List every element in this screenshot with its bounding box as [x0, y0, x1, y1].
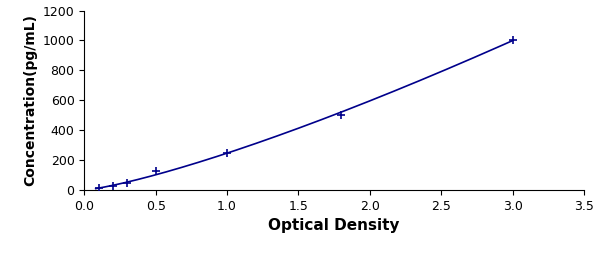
X-axis label: Optical Density: Optical Density [268, 218, 400, 233]
Y-axis label: Concentration(pg/mL): Concentration(pg/mL) [23, 14, 37, 186]
